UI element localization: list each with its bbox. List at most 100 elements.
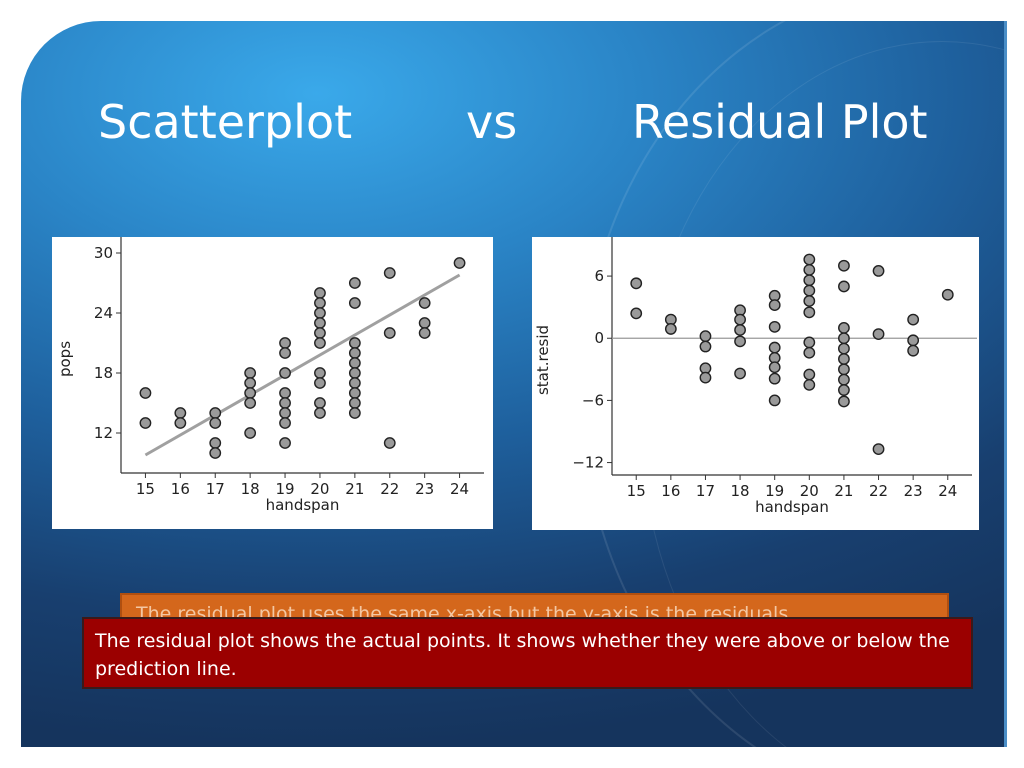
data-point — [209, 437, 222, 449]
data-point — [453, 257, 466, 269]
x-tick-label: 20 — [800, 482, 819, 500]
data-point — [872, 443, 885, 455]
data-point — [348, 297, 361, 309]
data-point — [803, 368, 816, 381]
data-point — [838, 373, 850, 386]
data-point — [314, 367, 326, 379]
data-point — [314, 397, 326, 409]
data-point — [279, 367, 291, 379]
data-point — [418, 317, 431, 329]
data-point — [907, 313, 920, 326]
data-point — [314, 317, 326, 329]
y-tick-label: 0 — [594, 329, 604, 347]
data-point — [838, 332, 850, 345]
data-point — [838, 259, 850, 272]
data-point — [139, 417, 152, 429]
data-point — [244, 427, 257, 439]
data-point — [941, 288, 954, 301]
explanation-box: The residual plot shows the actual point… — [82, 617, 973, 689]
data-point — [803, 306, 816, 319]
data-point — [699, 371, 712, 384]
x-tick-label: 22 — [869, 482, 888, 500]
y-axis-label: pops — [56, 341, 74, 377]
data-point — [279, 347, 291, 359]
x-axis-label: handspan — [266, 496, 340, 514]
data-point — [209, 447, 222, 459]
slide-title: Scatterplot vs Residual Plot — [0, 95, 1024, 155]
y-tick-label: 18 — [94, 364, 113, 382]
data-point — [314, 297, 326, 309]
data-point — [768, 394, 781, 407]
data-point — [768, 320, 781, 333]
data-point — [383, 437, 396, 449]
scatterplot-chart: 15 16 17 18 19 20 21 22 23 24 12 18 24 30 handspan pops — [56, 237, 484, 514]
data-point — [314, 327, 326, 339]
data-point — [348, 357, 361, 369]
data-point — [348, 377, 361, 389]
slide-edge-strip — [1004, 21, 1007, 747]
x-tick-label: 16 — [661, 482, 680, 500]
data-point — [174, 407, 187, 419]
data-point — [279, 437, 291, 449]
x-tick-label: 21 — [345, 480, 364, 498]
y-tick-label: 30 — [94, 244, 113, 262]
y-tick-label: −6 — [582, 391, 604, 409]
data-point — [630, 307, 643, 320]
title-vs: vs — [466, 95, 518, 149]
data-point — [209, 417, 222, 429]
x-tick-label: 24 — [938, 482, 957, 500]
data-point — [279, 407, 291, 419]
data-point — [734, 335, 746, 348]
data-point — [803, 274, 816, 287]
data-point — [383, 267, 396, 279]
data-point — [872, 265, 885, 277]
data-point — [630, 277, 643, 290]
data-point — [907, 344, 920, 357]
data-point — [907, 334, 920, 347]
data-point — [244, 377, 257, 389]
data-point — [348, 277, 361, 289]
data-point — [279, 417, 291, 429]
data-point — [734, 324, 746, 336]
data-point — [838, 342, 850, 355]
data-point — [139, 387, 152, 399]
x-tick-label: 20 — [310, 480, 329, 498]
data-point — [314, 377, 326, 389]
data-point — [279, 337, 291, 349]
data-point — [348, 407, 361, 419]
data-point — [209, 407, 222, 419]
data-point — [838, 384, 850, 396]
data-point — [314, 287, 326, 299]
x-tick-label: 22 — [380, 480, 399, 498]
y-tick-label: 6 — [594, 267, 604, 285]
x-tick-label: 15 — [627, 482, 646, 500]
x-axis-label: handspan — [755, 498, 829, 516]
data-point — [244, 397, 257, 409]
data-point — [418, 327, 431, 339]
data-point — [838, 280, 850, 293]
data-point — [803, 263, 816, 276]
explanation-text: The residual plot shows the actual point… — [95, 630, 950, 680]
residual-plot-panel: 15 16 17 18 19 20 21 22 23 24 6 0 −6 −12 handspan stat.… — [532, 237, 979, 530]
data-point — [348, 397, 361, 409]
title-scatterplot: Scatterplot — [98, 95, 353, 149]
data-point — [803, 295, 816, 307]
data-point — [348, 367, 361, 379]
x-tick-label: 17 — [696, 482, 715, 500]
data-point — [418, 297, 431, 309]
data-point — [734, 313, 746, 326]
data-point — [768, 361, 781, 374]
x-tick-label: 19 — [276, 480, 295, 498]
data-point — [699, 330, 712, 343]
data-point — [803, 284, 816, 297]
y-tick-label: −12 — [572, 454, 604, 472]
x-tick-label: 17 — [206, 480, 225, 498]
data-point — [314, 307, 326, 319]
data-point — [838, 395, 850, 408]
data-point — [699, 340, 712, 353]
data-point — [279, 397, 291, 409]
y-tick-label: 24 — [94, 304, 113, 322]
data-point — [803, 346, 816, 359]
data-point — [872, 328, 885, 340]
data-point — [768, 372, 781, 385]
